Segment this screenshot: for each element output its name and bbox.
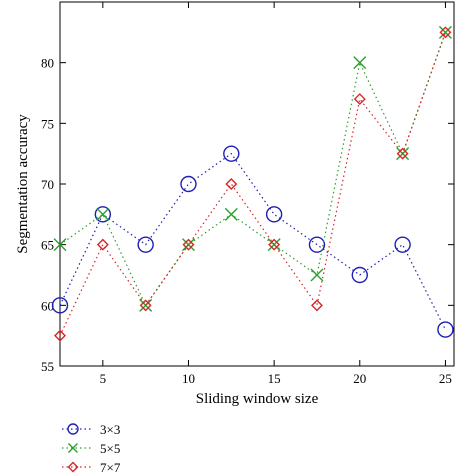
- data-point: [394, 236, 411, 253]
- y-axis: 55 60 65 70 75 80: [41, 56, 454, 374]
- data-point: [353, 93, 366, 106]
- data-point: [224, 207, 238, 221]
- series-2: [53, 25, 452, 312]
- x-axis-label: Sliding window size: [196, 391, 319, 407]
- y-tick-label: 55: [41, 359, 54, 374]
- data-point: [54, 329, 66, 342]
- plot-frame: [59, 1, 455, 367]
- data-point: [439, 26, 452, 39]
- data-point: [438, 25, 452, 39]
- data-point: [267, 238, 281, 252]
- legend-marker: [67, 461, 79, 473]
- y-axis-label: Segmentation accuracy: [15, 114, 31, 254]
- legend-label: 3×3: [100, 422, 120, 437]
- data-point: [139, 299, 152, 312]
- x-axis: 5 10 15 20 25: [100, 2, 452, 386]
- legend-item: 5×5: [62, 441, 120, 456]
- x-tick-label: 10: [182, 371, 195, 386]
- data-point: [353, 56, 367, 70]
- data-point: [223, 145, 240, 162]
- legend: 3×3 5×5 7×7: [62, 422, 121, 474]
- data-point: [265, 206, 283, 223]
- y-tick-label: 60: [41, 298, 54, 313]
- legend-marker: [67, 423, 79, 435]
- legend-label: 7×7: [100, 460, 121, 474]
- data-point: [181, 238, 195, 252]
- data-point: [53, 238, 67, 252]
- x-tick-label: 25: [439, 371, 452, 386]
- legend-item: 3×3: [62, 422, 120, 437]
- data-point: [180, 175, 197, 193]
- series-1: [51, 145, 454, 338]
- series-layer: [51, 25, 454, 342]
- data-point: [396, 147, 409, 160]
- data-point: [182, 238, 195, 251]
- data-point: [351, 266, 368, 284]
- y-tick-label: 70: [41, 177, 54, 192]
- x-tick-label: 20: [353, 371, 366, 386]
- data-point: [310, 268, 324, 282]
- series-line: [59, 32, 447, 336]
- y-tick-label: 75: [41, 116, 54, 131]
- legend-item: 7×7: [62, 460, 121, 474]
- y-tick-label: 65: [41, 238, 54, 253]
- data-point: [139, 298, 153, 312]
- x-tick-label: 5: [100, 371, 107, 386]
- y-tick-label: 80: [41, 56, 54, 71]
- data-point: [51, 297, 69, 314]
- data-point: [225, 178, 238, 190]
- series-3: [54, 26, 452, 342]
- series-line: [59, 152, 446, 330]
- data-point: [308, 236, 326, 253]
- data-point: [137, 236, 154, 253]
- data-point: [96, 207, 110, 221]
- legend-marker: [68, 443, 78, 453]
- data-point: [268, 238, 281, 251]
- series-line: [59, 32, 447, 307]
- data-point: [96, 238, 109, 251]
- data-point: [437, 321, 454, 338]
- data-point: [310, 299, 323, 312]
- x-tick-label: 15: [268, 371, 281, 386]
- legend-label: 5×5: [100, 441, 120, 456]
- data-point: [94, 206, 112, 223]
